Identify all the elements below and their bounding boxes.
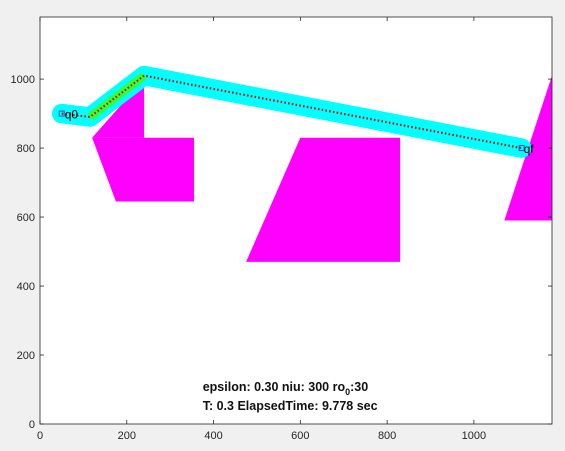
y-tick-label: 1000 <box>11 74 35 86</box>
labels: q0 qf epsilon: 0.30 niu: 300 ro0:30 T: 0… <box>65 108 535 414</box>
start-label: q0 <box>65 108 79 122</box>
trajectory-path <box>61 74 522 150</box>
parameters-subscript: 0 <box>345 387 350 397</box>
start-marker <box>58 110 65 117</box>
x-tick-label: 600 <box>291 430 309 442</box>
axis-ticks: 0 200 400 600 800 1000 0 200 400 600 800 1000 <box>11 17 552 442</box>
y-tick-label: 200 <box>17 350 35 362</box>
x-tick-label: 200 <box>118 430 136 442</box>
axes-box <box>39 16 553 425</box>
goal-label: qf <box>524 142 535 156</box>
x-tick-label: 0 <box>37 430 43 442</box>
y-tick-label: 0 <box>29 419 35 431</box>
y-tick-label: 600 <box>17 212 35 224</box>
y-tick-label: 400 <box>17 281 35 293</box>
x-tick-label: 800 <box>378 430 396 442</box>
parameters-annotation: epsilon: 0.30 niu: 300 ro0:30 <box>203 380 369 397</box>
obstacle-1 <box>92 137 194 202</box>
plot-area <box>51 65 552 262</box>
elapsed-time-annotation: T: 0.3 ElapsedTime: 9.778 sec <box>203 399 378 413</box>
y-tick-label: 800 <box>17 143 35 155</box>
highlighted-segment <box>87 72 147 121</box>
parameters-text: epsilon: 0.30 niu: 300 ro <box>203 380 346 394</box>
x-tick-label: 400 <box>204 430 222 442</box>
x-tick-label: 1000 <box>462 430 486 442</box>
obstacle-3 <box>246 137 401 262</box>
plot-content <box>51 65 552 262</box>
parameters-suffix: :30 <box>350 380 368 394</box>
goal-marker <box>518 145 525 152</box>
